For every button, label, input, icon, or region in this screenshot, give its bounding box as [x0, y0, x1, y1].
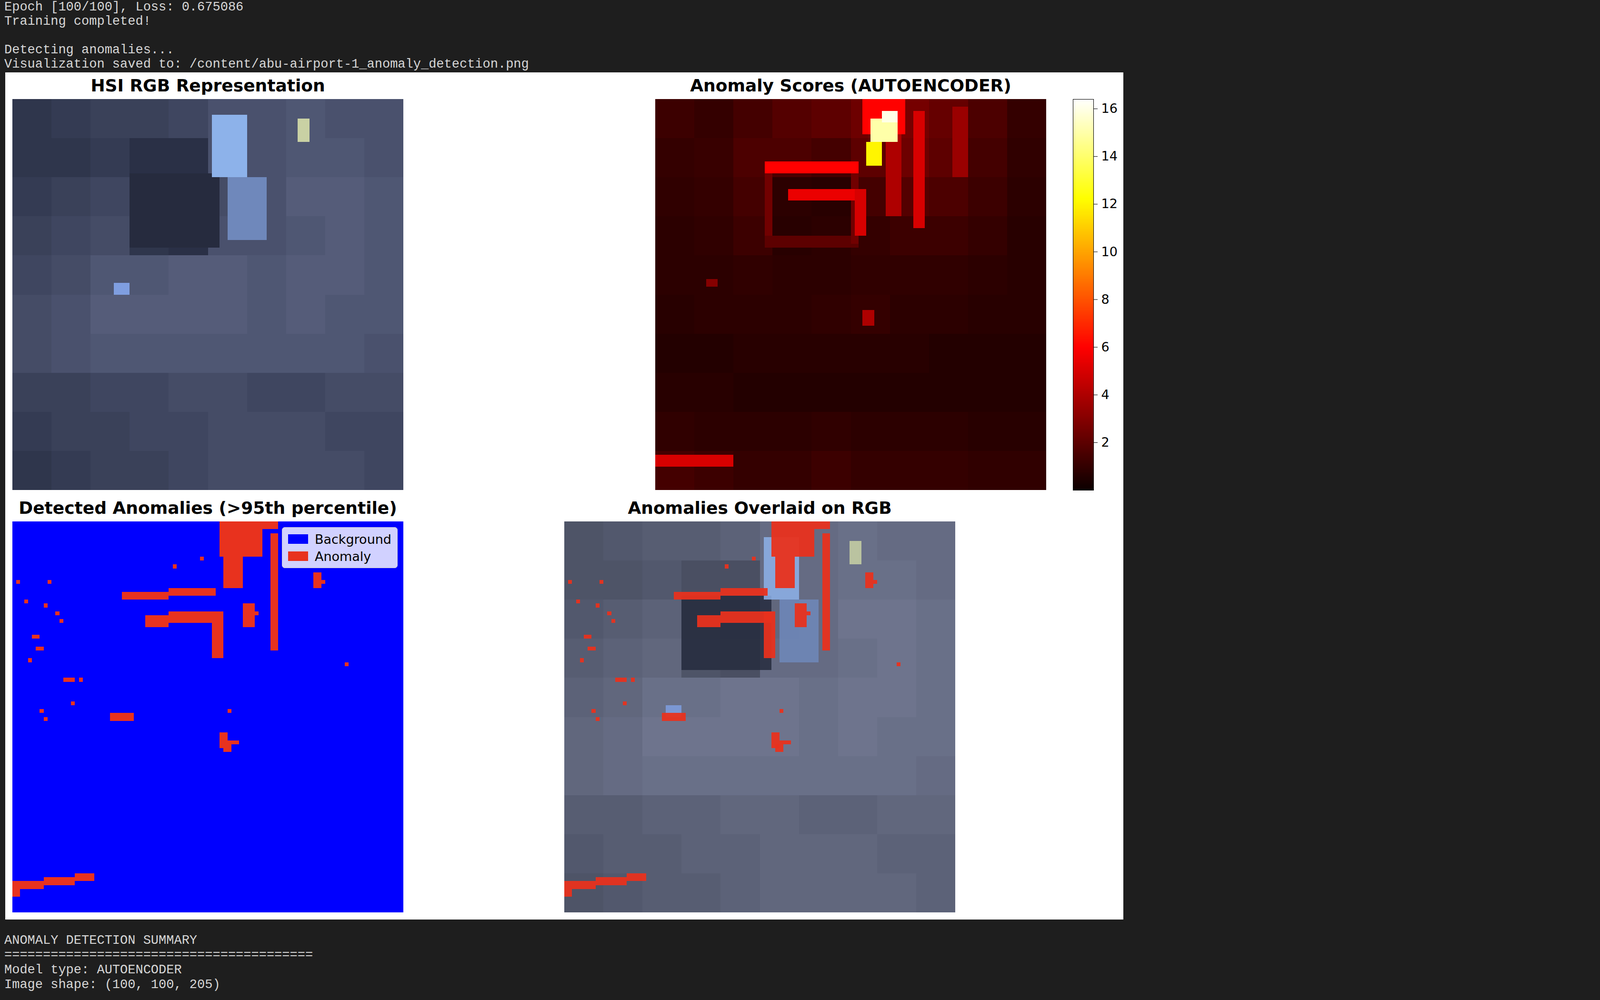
svg-text:12: 12 — [1101, 196, 1118, 211]
html-text:Epoch [100/100], Loss: 0.67508: Epoch [100/100], Loss: 0.675086 — [4, 0, 244, 15]
html-text:Image shape: (100, 100, 205): Image shape: (100, 100, 205) — [4, 977, 221, 992]
html-text:Background: Background — [314, 531, 392, 547]
svg-text:14: 14 — [1101, 148, 1118, 164]
html-text:Training completed!: Training completed! — [4, 14, 151, 29]
html-text:Detecting anomalies...: Detecting anomalies... — [4, 42, 175, 58]
html-text:ANOMALY DETECTION SUMMARY: ANOMALY DETECTION SUMMARY — [4, 933, 198, 948]
html-text:Visualization saved to: /conte: Visualization saved to: /content/abu-air… — [4, 57, 529, 72]
html-text:Anomaly: Anomaly — [314, 548, 372, 564]
html-text:Detected Anomalies (>95th perc: Detected Anomalies (>95th percentile) — [18, 498, 397, 518]
svg-text:4: 4 — [1101, 387, 1110, 402]
html-text:Model type: AUTOENCODER: Model type: AUTOENCODER — [4, 962, 182, 978]
svg-text:2: 2 — [1101, 434, 1110, 450]
html-text:Anomalies Overlaid on RGB: Anomalies Overlaid on RGB — [627, 498, 892, 518]
html-text:HSI RGB Representation: HSI RGB Representation — [90, 75, 326, 96]
svg-text:6: 6 — [1101, 339, 1110, 355]
svg-text:10: 10 — [1101, 244, 1118, 260]
svg-text:8: 8 — [1101, 291, 1110, 307]
html-text:Anomaly Scores (AUTOENCODER): Anomaly Scores (AUTOENCODER) — [690, 75, 1012, 96]
svg-text:16: 16 — [1101, 100, 1118, 116]
